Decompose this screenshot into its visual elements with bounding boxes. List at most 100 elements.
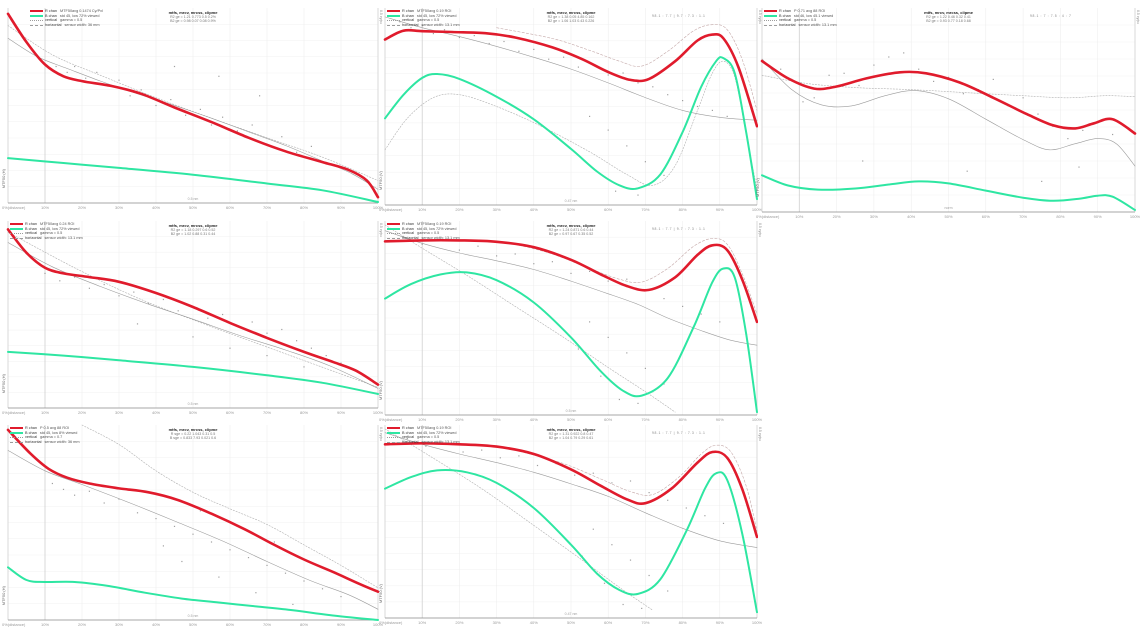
legend-value: sensor width: 13.1 mm (421, 440, 460, 445)
legend-row: B chan std 45, low 72% viewed (10, 227, 83, 232)
legend-row: B chan std 45, low 72% viewed (387, 431, 460, 436)
legend-label: vertical (402, 231, 415, 236)
legend-row: R chan P 0.71 avg 88 ROI (764, 9, 837, 14)
chart-subtitle-line: B2 ge = 0.93 0.77 0.18 0.68 (926, 19, 971, 24)
legend-row: B chan std 45, low 72% viewed (387, 14, 460, 19)
green-swatch-icon (30, 14, 43, 17)
x-tick: 90% (336, 205, 346, 210)
legend-value: std 45, low 8% viewed (39, 430, 78, 435)
y-axis-label: MTF50 (V) (378, 381, 383, 401)
legend-label: B chan (25, 226, 37, 231)
x-tick: 0%(distance) (2, 205, 26, 210)
legend-label: horizontal (45, 23, 62, 28)
gray-curve (761, 58, 1136, 167)
legend-value: gamma = 0.5 (417, 18, 440, 23)
legend-value: P 0.71 avg 88 ROI (794, 9, 826, 14)
x-tick: 50% (944, 214, 953, 219)
green-swatch-icon (764, 14, 777, 17)
legend-row: vertical gamma = 0.5 (30, 18, 103, 23)
legend-label: horizontal (402, 23, 419, 28)
y-axis-label: MTF50 (H) (1, 374, 6, 394)
x-tick: 10% (418, 620, 427, 625)
green-curve (761, 174, 1136, 211)
x-tick: 80% (678, 620, 687, 625)
x-tick: 70% (262, 205, 272, 210)
chart-title: mtfs, mrcv, mrcss, clipme R2 ge = 1.31 0.… (547, 427, 596, 441)
legend-value: std 45, low 72% viewed (39, 226, 80, 231)
legend-row: vertical gamma = 0.7 (10, 435, 80, 440)
chart-panel-row1-col3: 0%(distance) 10% 20% 30% 40% 50% 60% 70% 80% 90% 1… (755, 0, 1140, 222)
legend-value: std 45, low 72% viewed (416, 226, 457, 231)
x-tick: 70% (262, 410, 272, 415)
dashed-swatch-icon (10, 441, 23, 443)
legend-label: horizontal (402, 440, 419, 445)
green-curve (384, 56, 758, 201)
legend-row: vertical gamma = 0.5 (387, 18, 460, 23)
legend-label: horizontal (402, 236, 419, 241)
chart-subtitle-line: R2 ge = 1.24 0.871 0.6 0.44 (548, 228, 594, 232)
green-swatch-icon (387, 14, 400, 17)
legend: R chan P 0.5 avg 88 ROI B chan std 45, low … (10, 426, 80, 444)
x-tick: 0%(distance) (379, 417, 403, 422)
x-tick: 60% (604, 620, 613, 625)
plot-annotation: 98.1 : 7.7 | 9.7 : 7.3 : 1.1 (652, 431, 706, 435)
red-swatch-icon (30, 10, 43, 13)
green-swatch-icon (387, 431, 400, 434)
legend-value: sensor width: 36 mm (64, 23, 100, 28)
legend-row: vertical gamma = 0.5 (387, 435, 460, 440)
red-curve (760, 59, 1137, 135)
x-tick: 80% (678, 207, 687, 212)
chart-subtitle-line: B2 ge = 1.04 0.79 0.29 0.61 (548, 436, 594, 441)
x-tick: 30% (492, 620, 501, 625)
x-tick: 20% (455, 207, 464, 212)
legend-value: gamma = 0.5 (40, 231, 63, 236)
chart-subtitle-line: R sge = 0.22 1.043 0.31 0.5 (170, 432, 216, 436)
dotted-swatch-icon (387, 19, 400, 21)
legend-row: vertical gamma = 0.5 (387, 231, 460, 236)
chart-title: mtfs, mrcv, mrcss, clipme R2 ge = 1.22 0.… (924, 10, 973, 24)
chart-subtitle-line: R2 ge = 1.18 0.297 0.6 0.52 (170, 228, 216, 232)
plot-row1-col1 (6, 8, 380, 204)
x-tick: 60% (225, 205, 235, 210)
dotted-swatch-icon (10, 232, 23, 234)
legend-label: B chan (45, 13, 57, 18)
x-tick: 60% (225, 410, 235, 415)
legend: R chan MTF50avg 0.1474 Cy/Pxl B chan std 45… (30, 9, 103, 27)
x-tick: 20% (455, 620, 464, 625)
red-curve (383, 238, 758, 324)
legend-value: sensor width: 13.1 mm (421, 236, 460, 241)
chart-subtitle-line: B2 ge = 1.06 1.03 0.43 0.226 (547, 19, 595, 24)
gray-curve (384, 16, 758, 121)
x-tick: 50% (188, 410, 198, 415)
chart-subtitle-line: B2 ge = 0.98 0.07 0.08 0.9% (170, 19, 216, 24)
plot-row1-col3 (760, 8, 1137, 213)
legend-row: vertical gamma = 0.5 (764, 18, 837, 23)
legend: R chan MTF50avg 0.19 ROI B chan std 45, low… (387, 9, 460, 27)
plot-row3-col2 (383, 425, 758, 619)
dotted-swatch-icon (387, 436, 400, 438)
legend-label: R chan (779, 9, 792, 14)
legend: R chan P 0.71 avg 88 ROI B chan std 46, low… (764, 9, 837, 27)
chart-title-line: mtfs, mrcv, mrcss, clipme (168, 427, 218, 432)
chart-title: mtfs, mrcv, mrcss, clipme R2 ge = 1.18 0.… (169, 223, 218, 237)
legend-label: vertical (779, 18, 792, 23)
x-tick: 10% (40, 622, 50, 627)
right-axis-label: 0.5 cy/px (379, 10, 383, 25)
legend-row: horizontal sensor width: 13.1 mm (387, 440, 460, 445)
x-tick: 90% (715, 207, 724, 212)
legend-row: B chan std 45, low 8% viewed (10, 431, 80, 436)
y-axis-label: MTF50 (H) (1, 169, 6, 189)
x-tick: 90% (715, 417, 724, 422)
x-tick: 100% (1129, 214, 1140, 219)
legend-value: MTF50avg 0.19 ROI (417, 9, 452, 14)
x-tick: 20% (77, 622, 87, 627)
right-axis-label: 0.5 cy/px (379, 223, 383, 238)
x-tick: 20% (832, 214, 841, 219)
x-tick: 80% (299, 205, 309, 210)
legend-label: vertical (402, 18, 415, 23)
dotted-curve (384, 224, 676, 413)
legend-value: sensor width: 13.1 mm (44, 236, 83, 241)
dotted-curve (384, 60, 758, 190)
legend-row: B chan std 45, low 72% viewed (30, 14, 103, 19)
chart-subtitle-line: R2 ge = 1.21 0.773 0.5 0.2% (170, 15, 216, 19)
